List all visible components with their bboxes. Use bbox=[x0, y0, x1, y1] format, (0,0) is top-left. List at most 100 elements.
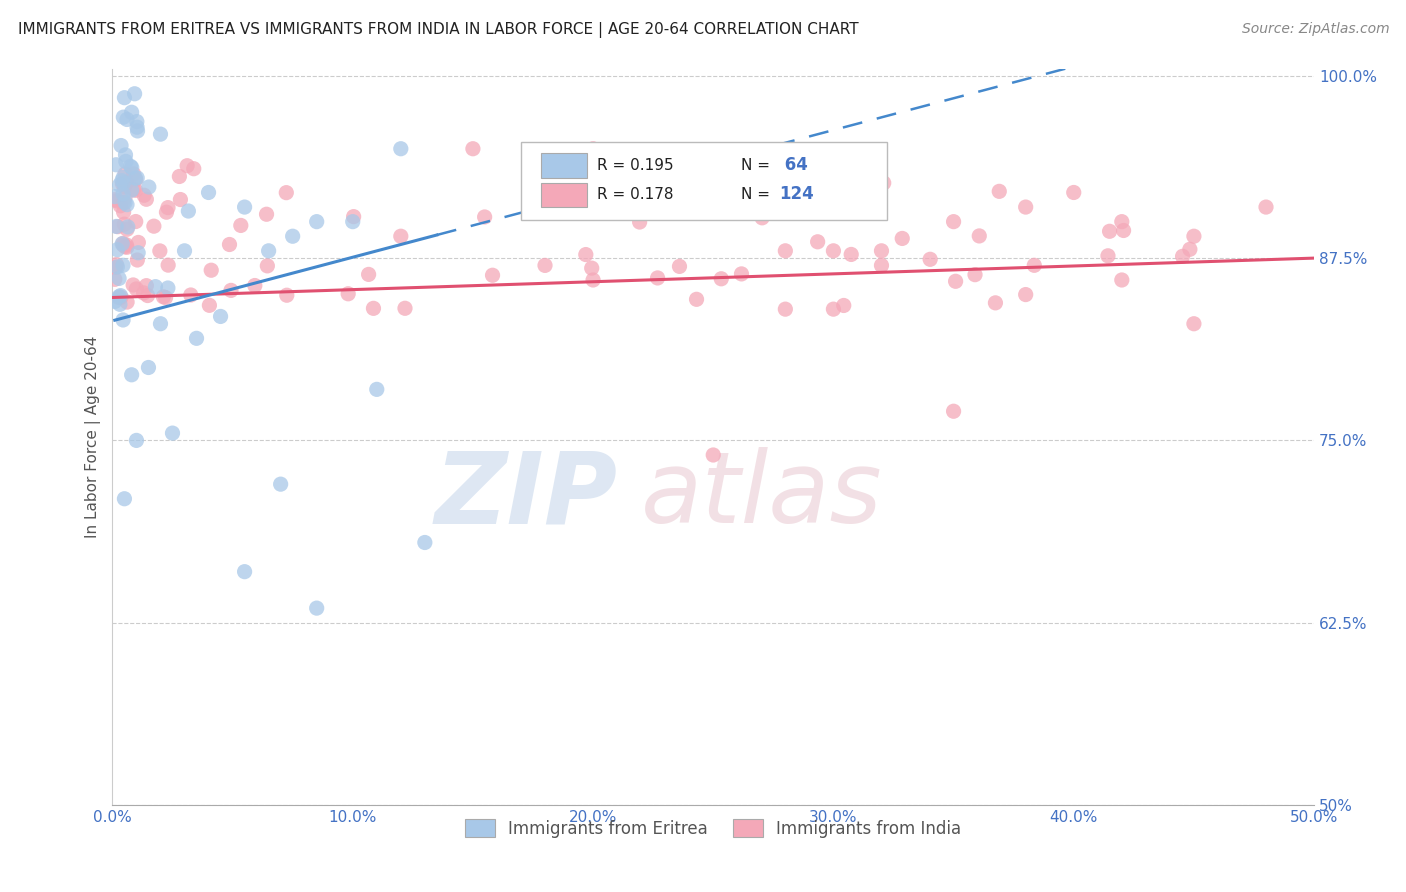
Point bbox=[112, 176, 135, 190]
Point bbox=[104, 189, 127, 203]
Point bbox=[115, 295, 138, 310]
Point bbox=[155, 205, 177, 219]
Text: 64: 64 bbox=[779, 156, 808, 174]
Point bbox=[136, 288, 159, 302]
Point bbox=[870, 244, 893, 258]
Point bbox=[114, 148, 136, 162]
Point bbox=[474, 210, 496, 224]
Point bbox=[112, 91, 135, 105]
Point bbox=[105, 194, 128, 208]
Point bbox=[534, 259, 557, 273]
Point bbox=[110, 199, 132, 213]
Point bbox=[105, 158, 128, 172]
Point bbox=[114, 179, 136, 194]
Point bbox=[198, 298, 221, 312]
Point bbox=[229, 219, 252, 233]
Point bbox=[270, 477, 292, 491]
Point bbox=[685, 293, 707, 307]
Point bbox=[589, 157, 612, 171]
Point bbox=[394, 301, 416, 316]
Text: N =: N = bbox=[741, 187, 775, 202]
Point bbox=[127, 235, 149, 250]
Point bbox=[720, 159, 742, 173]
Point bbox=[105, 219, 128, 234]
Point bbox=[112, 186, 135, 201]
Point bbox=[481, 268, 503, 283]
Point bbox=[132, 285, 155, 300]
Point bbox=[305, 601, 328, 615]
Point bbox=[125, 120, 148, 135]
Y-axis label: In Labor Force | Age 20-64: In Labor Force | Age 20-64 bbox=[86, 335, 101, 538]
Point bbox=[389, 229, 412, 244]
Text: 124: 124 bbox=[779, 186, 814, 203]
Point bbox=[1015, 287, 1038, 301]
Text: R = 0.178: R = 0.178 bbox=[596, 187, 673, 202]
Point bbox=[173, 244, 195, 258]
Point bbox=[108, 178, 131, 192]
Point bbox=[142, 219, 165, 234]
Point bbox=[112, 110, 135, 124]
Point bbox=[111, 174, 134, 188]
Point bbox=[132, 188, 155, 202]
Point bbox=[145, 279, 167, 293]
Point bbox=[112, 170, 135, 185]
Point bbox=[135, 192, 157, 206]
Point bbox=[1112, 223, 1135, 237]
Point bbox=[127, 124, 149, 138]
Point bbox=[730, 267, 752, 281]
Point bbox=[807, 235, 830, 249]
Point bbox=[775, 244, 797, 258]
Point bbox=[114, 190, 136, 204]
Point bbox=[157, 258, 180, 272]
Point bbox=[920, 252, 942, 267]
Point bbox=[149, 317, 172, 331]
Point bbox=[742, 161, 765, 175]
Point bbox=[243, 278, 266, 293]
Point bbox=[122, 277, 145, 292]
Point bbox=[108, 271, 131, 285]
Point bbox=[111, 236, 134, 251]
Point bbox=[200, 263, 222, 277]
Point bbox=[121, 161, 143, 175]
Point bbox=[115, 240, 138, 254]
Point bbox=[233, 565, 256, 579]
Point bbox=[112, 217, 135, 231]
Point bbox=[156, 201, 179, 215]
Point bbox=[115, 112, 138, 127]
Point bbox=[541, 158, 564, 172]
Point bbox=[256, 207, 278, 221]
Point bbox=[186, 331, 208, 345]
Point bbox=[582, 273, 605, 287]
Point bbox=[209, 310, 232, 324]
Point bbox=[218, 237, 240, 252]
Point bbox=[870, 259, 893, 273]
Point bbox=[582, 142, 605, 156]
Point bbox=[120, 159, 142, 173]
Point bbox=[1098, 224, 1121, 238]
Point bbox=[169, 193, 191, 207]
Point bbox=[176, 159, 198, 173]
Point bbox=[963, 268, 986, 282]
Point bbox=[638, 186, 661, 200]
Point bbox=[111, 258, 134, 272]
Point bbox=[127, 245, 149, 260]
Point bbox=[1171, 249, 1194, 263]
Point bbox=[105, 260, 128, 274]
Point bbox=[112, 205, 135, 219]
Point bbox=[461, 142, 484, 156]
Point bbox=[710, 272, 733, 286]
Point bbox=[112, 313, 135, 327]
Point bbox=[389, 142, 412, 156]
Point bbox=[112, 238, 135, 252]
Point bbox=[988, 185, 1011, 199]
Point bbox=[628, 215, 651, 229]
Point bbox=[413, 535, 436, 549]
Point bbox=[149, 127, 172, 141]
Point bbox=[257, 244, 280, 258]
Point bbox=[702, 170, 724, 185]
Point bbox=[281, 229, 304, 244]
Point bbox=[942, 404, 965, 418]
Point bbox=[276, 288, 298, 302]
Point bbox=[110, 290, 132, 304]
Point bbox=[104, 260, 127, 275]
